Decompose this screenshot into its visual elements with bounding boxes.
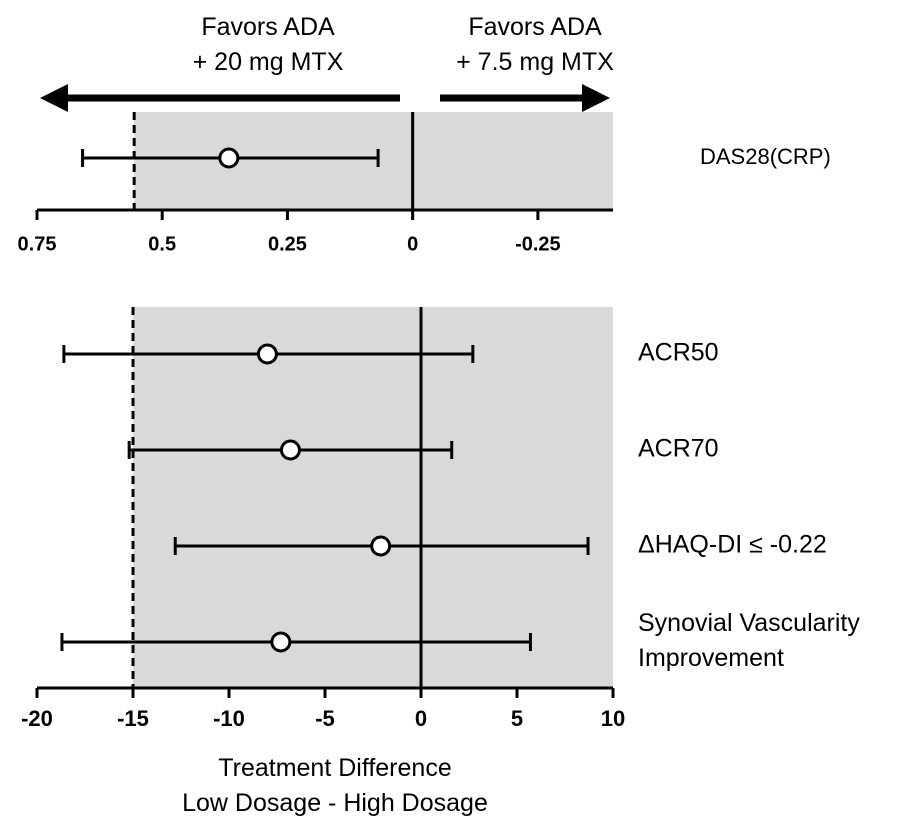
x-tick-label: -0.25 bbox=[515, 233, 561, 255]
point-estimate bbox=[270, 631, 292, 653]
point-estimate bbox=[256, 343, 278, 365]
shaded-region bbox=[134, 112, 613, 210]
arrow-head bbox=[582, 84, 610, 112]
annotation: Favors ADA bbox=[201, 13, 335, 41]
annotation: + 20 mg MTX bbox=[193, 48, 344, 76]
x-tick-label: -10 bbox=[213, 706, 245, 731]
point-estimate bbox=[370, 535, 392, 557]
arrow-head bbox=[40, 84, 68, 112]
x-tick-label: -5 bbox=[315, 706, 335, 731]
x-tick-label: 0.75 bbox=[18, 233, 57, 255]
row-label: ACR50 bbox=[638, 339, 719, 367]
row-label: Synovial Vascularity bbox=[638, 609, 860, 637]
row-label: ΔHAQ-DI ≤ -0.22 bbox=[638, 531, 827, 559]
x-tick-label: 0.5 bbox=[148, 233, 176, 255]
point-estimate bbox=[279, 439, 301, 461]
x-tick-label: 0 bbox=[407, 233, 418, 255]
row-label: ACR70 bbox=[638, 435, 719, 463]
x-tick-label: -15 bbox=[117, 706, 149, 731]
point-estimate bbox=[218, 147, 240, 169]
annotation: Favors ADA bbox=[468, 13, 602, 41]
annotation: + 7.5 mg MTX bbox=[456, 48, 614, 76]
x-axis-label: Treatment Difference bbox=[218, 754, 451, 782]
x-axis-label: Low Dosage - High Dosage bbox=[182, 789, 488, 817]
row-label: DAS28(CRP) bbox=[700, 144, 831, 169]
x-tick-label: -20 bbox=[21, 706, 53, 731]
row-label: Improvement bbox=[638, 644, 784, 672]
x-tick-label: 5 bbox=[511, 706, 523, 731]
x-tick-label: 0.25 bbox=[268, 233, 307, 255]
x-tick-label: 0 bbox=[415, 706, 427, 731]
x-tick-label: 10 bbox=[601, 706, 625, 731]
shaded-region bbox=[133, 307, 613, 688]
